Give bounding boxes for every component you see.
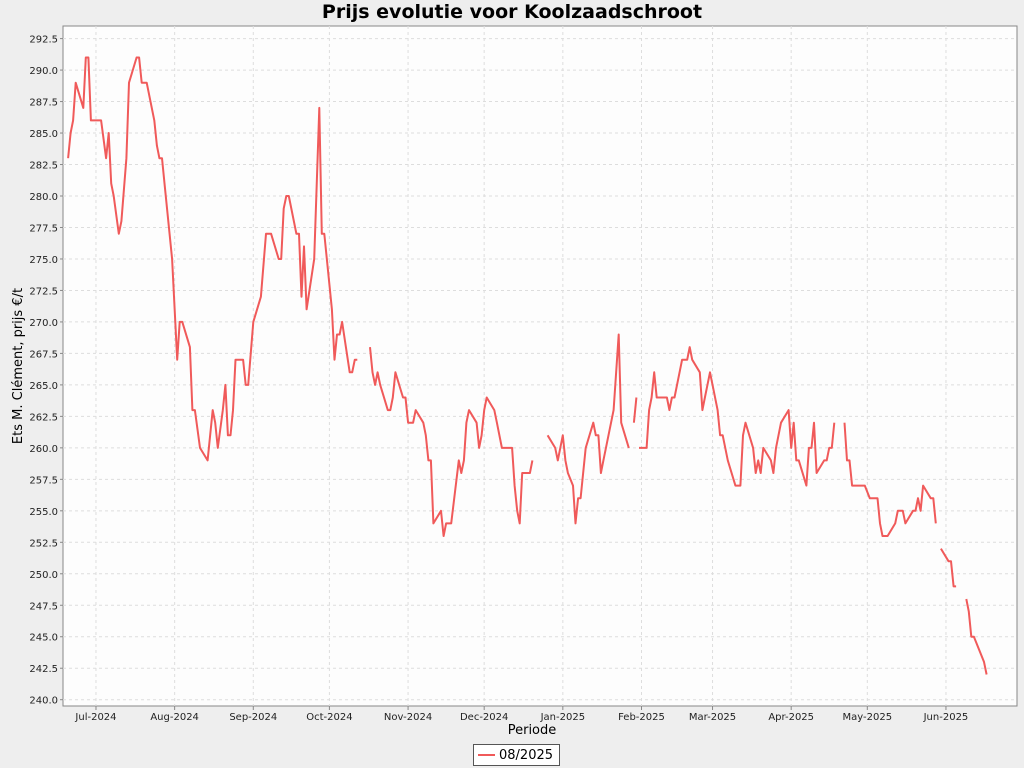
y-tick-label: 265.0	[29, 381, 58, 392]
plot-area	[62, 25, 1018, 707]
y-tick-label: 247.5	[29, 601, 58, 612]
y-tick-label: 252.5	[29, 538, 58, 549]
series-line-08-2025	[546, 333, 630, 525]
y-tick-label: 262.5	[29, 412, 58, 423]
x-tick-label: Jun-2025	[923, 712, 969, 723]
series-line-08-2025	[843, 422, 937, 537]
y-tick-label: 280.0	[29, 192, 58, 203]
x-axis: Jul-2024 Aug-2024 Sep-2024 Oct-2024 Nov-2024…	[74, 706, 968, 723]
y-tick-label: 242.5	[29, 664, 58, 675]
y-tick-label: 285.0	[29, 129, 58, 140]
x-tick-label: Jan-2025	[540, 712, 585, 723]
legend-swatch-08-2025	[478, 754, 495, 756]
grid-lines	[63, 26, 1017, 706]
y-tick-label: 277.5	[29, 223, 58, 234]
y-tick-label: 245.0	[29, 633, 58, 644]
y-tick-label: 290.0	[29, 66, 58, 77]
y-tick-label: 282.5	[29, 161, 58, 172]
y-tick-label: 250.0	[29, 570, 58, 581]
series-layer	[67, 56, 988, 675]
x-tick-label: Oct-2024	[306, 712, 352, 723]
y-tick-label: 272.5	[29, 286, 58, 297]
series-line-08-2025	[632, 397, 638, 423]
series-line-08-2025	[940, 548, 957, 588]
y-tick-label: 240.0	[29, 696, 58, 707]
chart-title: Prijs evolutie voor Koolzaadschroot	[321, 1, 703, 23]
y-tick-label: 267.5	[29, 349, 58, 360]
series-line-08-2025	[369, 347, 534, 537]
y-tick-label: 270.0	[29, 318, 58, 329]
legend: 08/2025	[473, 744, 561, 766]
series-line-08-2025	[965, 598, 988, 675]
y-tick-label: 257.5	[29, 475, 58, 486]
x-tick-label: Aug-2024	[150, 712, 199, 723]
x-tick-label: Feb-2025	[618, 712, 665, 723]
x-tick-label: Mar-2025	[689, 712, 736, 723]
y-tick-label: 292.5	[29, 35, 58, 46]
series-line-08-2025	[67, 56, 358, 462]
y-axis-label: Ets M. Clément, prijs €/t	[11, 288, 26, 444]
x-tick-label: Dec-2024	[460, 712, 508, 723]
x-axis-label: Periode	[508, 723, 557, 738]
y-tick-label: 260.0	[29, 444, 58, 455]
y-axis: 240.0 242.5 245.0 247.5 250.0 252.5 255.0 257.5…	[29, 35, 63, 707]
series-line-08-2025	[639, 346, 836, 487]
x-tick-label: Apr-2025	[768, 712, 814, 723]
y-tick-label: 275.0	[29, 255, 58, 266]
y-tick-label: 255.0	[29, 507, 58, 518]
x-tick-label: Nov-2024	[384, 712, 432, 723]
x-tick-label: Jul-2024	[74, 712, 116, 723]
legend-label-08-2025: 08/2025	[499, 747, 554, 763]
x-tick-label: Sep-2024	[229, 712, 277, 723]
x-tick-label: May-2025	[843, 712, 893, 723]
y-tick-label: 287.5	[29, 98, 58, 109]
